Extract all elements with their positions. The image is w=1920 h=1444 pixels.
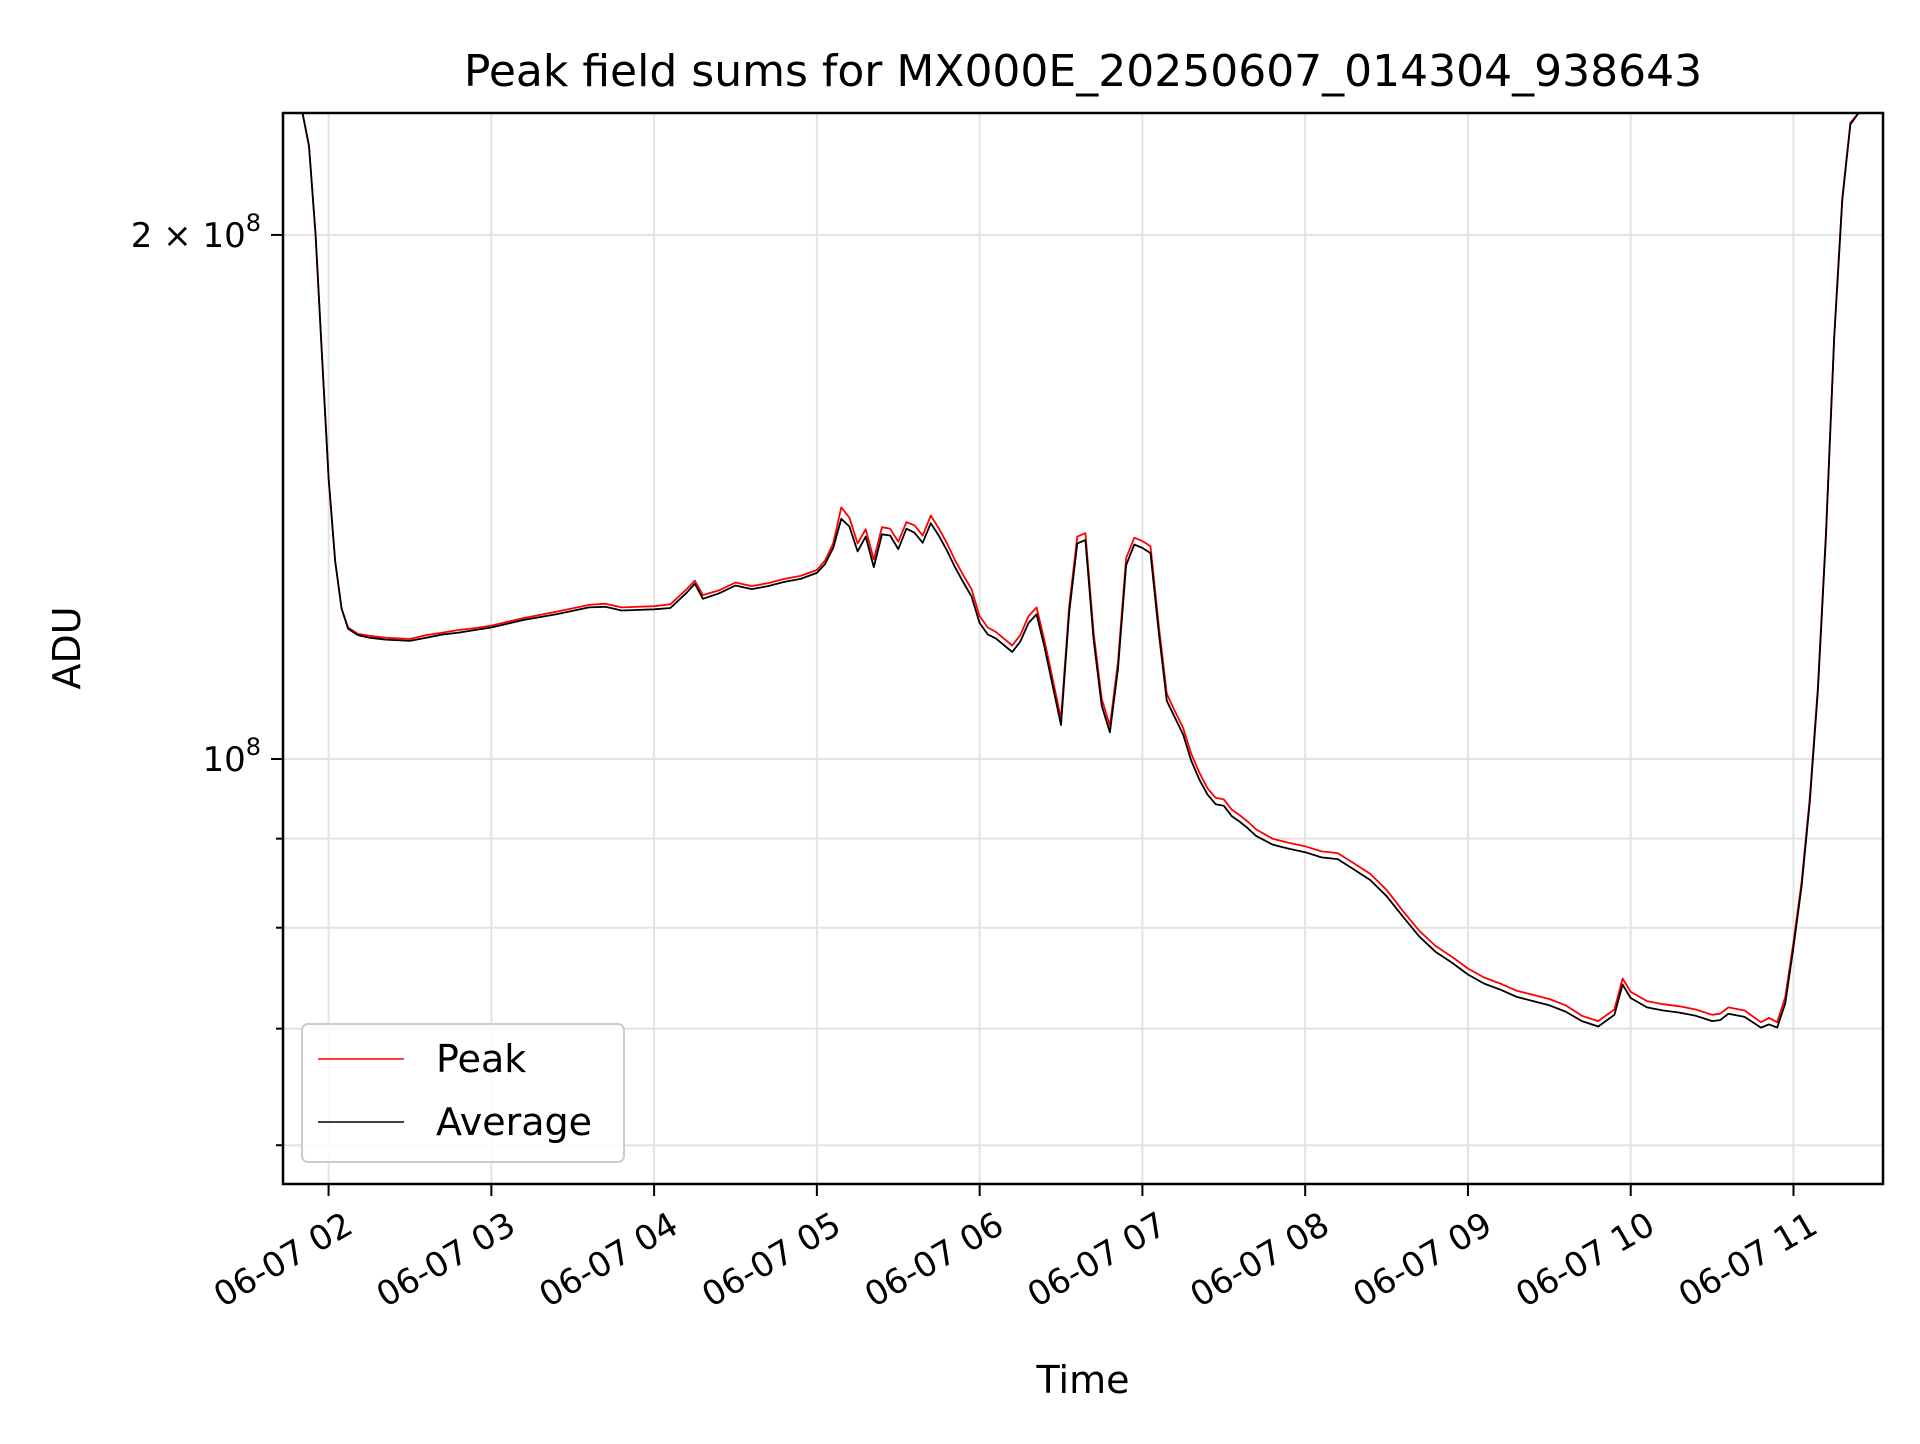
legend-peak-label: Peak bbox=[436, 1037, 526, 1081]
legend-average-label: Average bbox=[436, 1100, 592, 1144]
series-layer bbox=[283, 113, 1883, 1029]
y-tick-label: 2 × 108 bbox=[131, 209, 261, 256]
y-axis-label: ADU bbox=[45, 606, 89, 689]
grid bbox=[283, 113, 1883, 1184]
series-line-average bbox=[283, 113, 1883, 1029]
x-axis-label: Time bbox=[1036, 1358, 1130, 1402]
chart-title: Peak field sums for MX000E_20250607_0143… bbox=[464, 46, 1702, 97]
y-tick-label: 108 bbox=[202, 733, 261, 780]
plot-frame bbox=[281, 111, 1885, 1186]
legend: Peak Average bbox=[301, 1023, 625, 1163]
